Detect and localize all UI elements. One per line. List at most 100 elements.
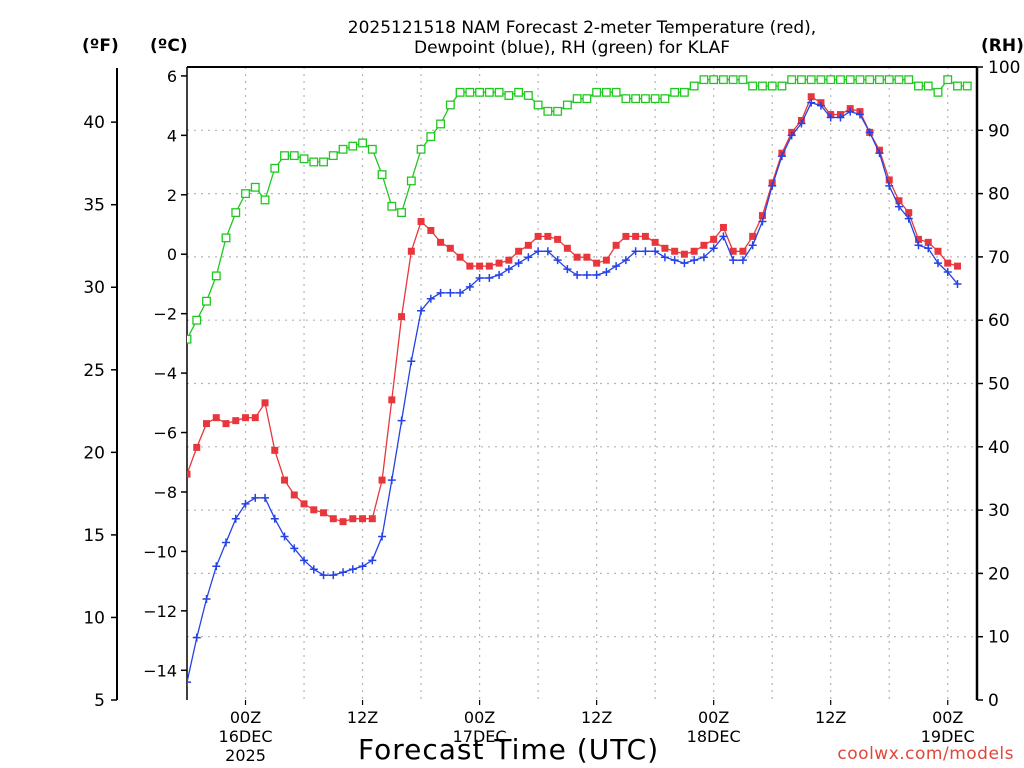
- dewpoint-point: [738, 256, 747, 265]
- rh-point: [289, 151, 299, 161]
- rh-point: [660, 94, 670, 104]
- dewpoint-point: [943, 268, 952, 277]
- rh-point: [260, 195, 270, 205]
- temperature-point: [602, 256, 610, 264]
- dewpoint-point: [904, 214, 913, 223]
- celsius-tick-label: −10: [143, 542, 177, 561]
- dewpoint-series: [187, 98, 962, 687]
- temperature-point: [378, 476, 386, 484]
- celsius-tick-label: −8: [153, 483, 177, 502]
- temperature-point: [359, 515, 367, 523]
- celsius-tick-label: −6: [153, 424, 177, 443]
- rh-tick-label: 60: [988, 311, 1010, 331]
- dewpoint-point: [456, 288, 465, 297]
- fahrenheit-tick-label: 15: [83, 526, 105, 546]
- dewpoint-point: [378, 532, 387, 541]
- dewpoint-point: [231, 514, 240, 523]
- fahrenheit-tick-label: 40: [83, 113, 105, 133]
- rh-point: [592, 87, 602, 97]
- rh-point: [826, 75, 836, 85]
- rh-line: [187, 78, 968, 340]
- rh-point: [728, 75, 738, 85]
- dewpoint-point: [836, 113, 845, 122]
- temperature-point: [515, 247, 523, 255]
- rh-point: [582, 94, 592, 104]
- temperature-point: [368, 515, 376, 523]
- temperature-point: [700, 241, 708, 249]
- dewpoint-point: [524, 253, 533, 262]
- dewpoint-point: [924, 244, 933, 253]
- dewpoint-point: [826, 113, 835, 122]
- temperature-point: [661, 244, 669, 252]
- temperature-point: [300, 500, 308, 508]
- dewpoint-point: [699, 253, 708, 262]
- rh-point: [923, 81, 933, 91]
- dewpoint-point: [290, 544, 299, 553]
- rh-point: [738, 75, 748, 85]
- dewpoint-point: [187, 678, 191, 687]
- temperature-point: [622, 232, 630, 240]
- temperature-point: [203, 420, 211, 428]
- rh-point: [689, 81, 699, 91]
- dewpoint-point: [251, 493, 260, 502]
- rh-point: [358, 138, 368, 148]
- x-tick-label: 00Z: [932, 708, 963, 727]
- dewpoint-point: [514, 259, 523, 268]
- rh-point: [543, 106, 553, 116]
- x-tick-year-label: 2025: [225, 746, 266, 765]
- temperature-point: [651, 238, 659, 246]
- temperature-point: [222, 420, 230, 428]
- dewpoint-point: [816, 101, 825, 110]
- rh-point: [699, 75, 709, 85]
- rh-point: [397, 208, 407, 218]
- rh-point: [933, 87, 943, 97]
- rh-point: [816, 75, 826, 85]
- rh-point: [894, 75, 904, 85]
- temperature-point: [212, 414, 220, 422]
- x-tick-date-label: 16DEC: [219, 727, 273, 746]
- celsius-tick-label: −12: [143, 602, 177, 621]
- rh-series: [187, 75, 972, 344]
- temperature-point: [466, 262, 474, 270]
- celsius-tick-label: −4: [153, 364, 177, 383]
- rh-point: [953, 81, 962, 91]
- dewpoint-point: [553, 256, 562, 265]
- rh-point: [757, 81, 767, 91]
- temperature-point: [719, 223, 727, 231]
- temperature-point: [476, 262, 484, 270]
- x-tick-date-label: 17DEC: [453, 727, 507, 746]
- dewpoint-point: [894, 202, 903, 211]
- celsius-tick-label: −14: [143, 661, 177, 680]
- dewpoint-point: [417, 306, 426, 315]
- temperature-point: [924, 238, 932, 246]
- fahrenheit-tick-label: 35: [83, 196, 105, 216]
- rh-point: [309, 157, 319, 167]
- rh-point: [777, 81, 787, 91]
- dewpoint-point: [368, 556, 377, 565]
- rh-tick-label: 30: [988, 501, 1010, 521]
- dewpoint-point: [280, 532, 289, 541]
- fahrenheit-tick-label: 5: [94, 691, 105, 711]
- dewpoint-point: [270, 514, 279, 523]
- rh-point: [670, 87, 680, 97]
- temperature-point: [495, 259, 503, 267]
- temperature-point: [680, 250, 688, 258]
- dewpoint-point: [933, 259, 942, 268]
- temperature-point: [729, 247, 737, 255]
- dewpoint-point: [397, 416, 406, 425]
- rh-tick-label: 10: [988, 628, 1010, 648]
- chart-title-line1: 2025121518 NAM Forecast 2-meter Temperat…: [347, 18, 817, 38]
- dewpoint-point: [407, 357, 416, 366]
- dewpoint-point: [241, 499, 250, 508]
- celsius-unit-label: (ºC): [150, 36, 188, 56]
- rh-point: [202, 296, 211, 306]
- temperature-point: [671, 247, 679, 255]
- temperature-point: [349, 515, 357, 523]
- rh-tick-label: 40: [988, 438, 1010, 458]
- rh-point: [231, 208, 241, 218]
- temperature-point: [583, 253, 591, 261]
- x-tick-label: 00Z: [230, 708, 261, 727]
- dewpoint-point: [573, 271, 582, 280]
- rh-point: [562, 100, 572, 110]
- temperature-point: [807, 93, 815, 101]
